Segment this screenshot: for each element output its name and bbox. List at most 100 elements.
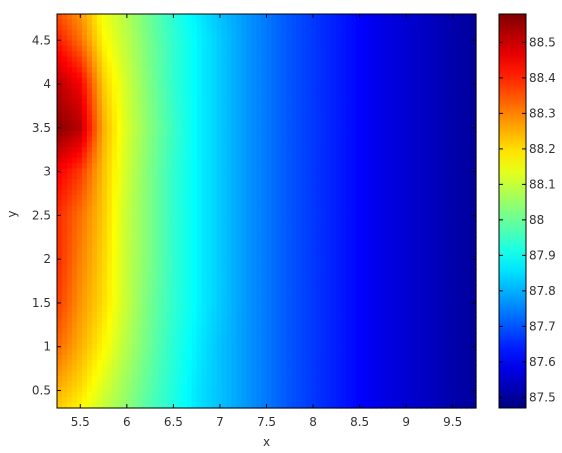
heatmap-cell bbox=[161, 51, 168, 58]
heatmap-cell bbox=[271, 269, 278, 276]
heatmap-cell bbox=[196, 83, 203, 90]
heatmap-cell bbox=[57, 189, 63, 196]
heatmap-cell bbox=[411, 14, 417, 20]
heatmap-cell bbox=[391, 317, 397, 324]
heatmap-cell bbox=[351, 136, 357, 143]
heatmap-cell bbox=[66, 29, 73, 36]
heatmap-cell bbox=[71, 195, 78, 201]
heatmap-cell bbox=[166, 83, 173, 90]
heatmap-cell bbox=[326, 141, 332, 148]
heatmap-cell bbox=[336, 173, 342, 180]
heatmap-cell bbox=[256, 67, 263, 74]
heatmap-cell bbox=[66, 72, 73, 79]
heatmap-cell bbox=[126, 168, 133, 175]
heatmap-cell bbox=[71, 301, 78, 308]
heatmap-cell bbox=[266, 19, 273, 26]
heatmap-cell bbox=[116, 67, 123, 74]
heatmap-cell bbox=[286, 115, 293, 122]
heatmap-cell bbox=[436, 285, 442, 292]
heatmap-cell bbox=[201, 99, 208, 106]
heatmap-cell bbox=[301, 306, 308, 313]
heatmap-cell bbox=[186, 56, 193, 63]
heatmap-cell bbox=[441, 157, 447, 164]
heatmap-cell bbox=[186, 237, 193, 244]
heatmap-cell bbox=[221, 226, 228, 233]
heatmap-cell bbox=[356, 40, 362, 47]
heatmap-cell bbox=[256, 301, 263, 308]
heatmap-cell bbox=[176, 56, 183, 63]
heatmap-cell bbox=[136, 168, 143, 175]
heatmap-cell bbox=[331, 226, 337, 233]
heatmap-cell bbox=[241, 301, 248, 308]
heatmap-cell bbox=[261, 40, 268, 47]
heatmap-cell bbox=[466, 29, 472, 36]
heatmap-cell bbox=[391, 290, 397, 297]
heatmap-cell bbox=[376, 120, 382, 127]
heatmap-cell bbox=[151, 45, 158, 52]
heatmap-cell bbox=[271, 264, 278, 271]
heatmap-cell bbox=[301, 147, 308, 154]
heatmap-cell bbox=[196, 285, 203, 292]
heatmap-cell bbox=[241, 88, 248, 95]
heatmap-cell bbox=[211, 269, 218, 276]
heatmap-cell bbox=[296, 317, 303, 324]
heatmap-cell bbox=[66, 253, 73, 260]
heatmap-cell bbox=[411, 189, 417, 196]
heatmap-cell bbox=[361, 280, 367, 287]
heatmap-cell bbox=[341, 280, 347, 287]
heatmap-cell bbox=[301, 120, 308, 127]
heatmap-cell bbox=[166, 322, 173, 329]
heatmap-cell bbox=[136, 195, 143, 201]
heatmap-cell bbox=[376, 51, 382, 58]
heatmap-cell bbox=[221, 269, 228, 276]
heatmap-cell bbox=[76, 312, 83, 319]
heatmap-cell bbox=[331, 248, 337, 255]
heatmap-cell bbox=[361, 248, 367, 255]
heatmap-cell bbox=[366, 195, 372, 201]
heatmap-cell bbox=[401, 61, 407, 68]
heatmap-cell bbox=[196, 120, 203, 127]
heatmap-cell bbox=[216, 51, 223, 58]
heatmap-cell bbox=[406, 147, 412, 154]
heatmap-cell bbox=[141, 131, 148, 138]
heatmap-cell bbox=[441, 51, 447, 58]
heatmap-cell bbox=[136, 120, 143, 127]
heatmap-cell bbox=[196, 312, 203, 319]
heatmap-cell bbox=[71, 216, 78, 223]
heatmap-cell bbox=[196, 35, 203, 42]
heatmap-cell bbox=[151, 285, 158, 292]
heatmap-cell bbox=[341, 232, 347, 239]
heatmap-cell bbox=[471, 232, 477, 239]
heatmap-cell bbox=[296, 83, 303, 90]
heatmap-cell bbox=[126, 141, 133, 148]
heatmap-cell bbox=[311, 216, 317, 223]
heatmap-cell bbox=[211, 274, 218, 281]
heatmap-cell bbox=[471, 120, 477, 127]
heatmap-cell bbox=[386, 67, 392, 74]
heatmap-cell bbox=[266, 93, 273, 100]
heatmap-cell bbox=[326, 56, 332, 63]
heatmap-cell bbox=[406, 179, 412, 185]
heatmap-cell bbox=[141, 77, 148, 84]
heatmap-cell bbox=[451, 77, 457, 84]
heatmap-cell bbox=[66, 205, 73, 212]
heatmap-cell bbox=[171, 109, 178, 116]
heatmap-cell bbox=[421, 189, 427, 196]
heatmap-cell bbox=[376, 221, 382, 228]
heatmap-cell bbox=[111, 51, 118, 58]
heatmap-cell bbox=[91, 216, 98, 223]
heatmap-cell bbox=[336, 72, 342, 79]
heatmap-cell bbox=[336, 248, 342, 255]
heatmap-cell bbox=[57, 61, 63, 68]
heatmap-cell bbox=[151, 200, 158, 207]
heatmap-cell bbox=[461, 237, 467, 244]
heatmap-cell bbox=[221, 157, 228, 164]
heatmap-cell bbox=[101, 306, 108, 313]
heatmap-cell bbox=[361, 253, 367, 260]
heatmap-cell bbox=[401, 77, 407, 84]
heatmap-cell bbox=[161, 88, 168, 95]
heatmap-cell bbox=[76, 120, 83, 127]
heatmap-cell bbox=[341, 93, 347, 100]
heatmap-cell bbox=[336, 109, 342, 116]
heatmap-cell bbox=[171, 306, 178, 313]
